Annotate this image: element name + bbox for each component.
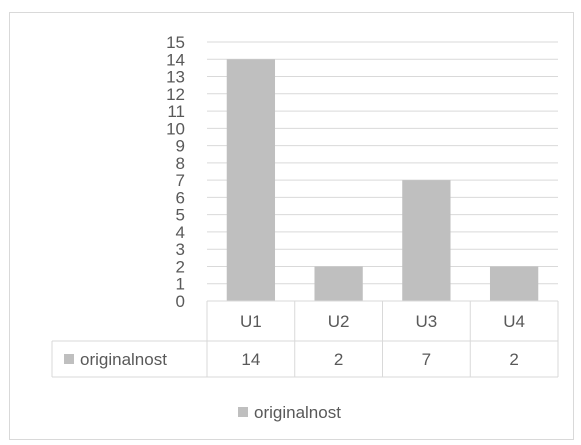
x-category-label: U4 (503, 312, 525, 331)
y-tick-label: 9 (176, 137, 185, 156)
bar (489, 266, 539, 301)
y-tick-label: 0 (176, 292, 185, 311)
bar (402, 180, 451, 301)
bar (226, 59, 276, 302)
y-tick-label: 8 (176, 154, 185, 173)
table-value-cell: 2 (334, 350, 343, 369)
bar (314, 266, 363, 301)
x-category-label: U1 (240, 312, 262, 331)
y-tick-label: 10 (166, 119, 185, 138)
legend: originalnost (238, 403, 341, 422)
y-tick-label: 14 (166, 50, 185, 69)
y-tick-label: 7 (176, 171, 185, 190)
table-series-label: originalnost (80, 350, 167, 369)
x-category-label: U3 (416, 312, 438, 331)
table-value-cell: 2 (509, 350, 518, 369)
chart-frame (9, 12, 574, 440)
y-tick-label: 3 (176, 240, 185, 259)
table-series-key (64, 354, 74, 364)
table-value-cell: 14 (241, 350, 260, 369)
y-tick-label: 12 (166, 85, 185, 104)
y-tick-label: 11 (167, 102, 185, 121)
y-tick-label: 1 (176, 275, 185, 294)
y-tick-label: 6 (176, 188, 185, 207)
legend-label: originalnost (254, 403, 341, 422)
table-value-cell: 7 (422, 350, 431, 369)
x-category-label: U2 (328, 312, 350, 331)
y-tick-label: 13 (166, 68, 185, 87)
y-tick-label: 4 (176, 223, 185, 242)
legend-key (238, 407, 248, 417)
data-table: U1 14 U2 2 U3 7 U4 2 originalnost (51, 300, 559, 378)
y-tick-label: 5 (176, 206, 185, 225)
y-tick-label: 15 (166, 33, 185, 52)
y-tick-label: 2 (176, 257, 185, 276)
bars (226, 59, 539, 302)
